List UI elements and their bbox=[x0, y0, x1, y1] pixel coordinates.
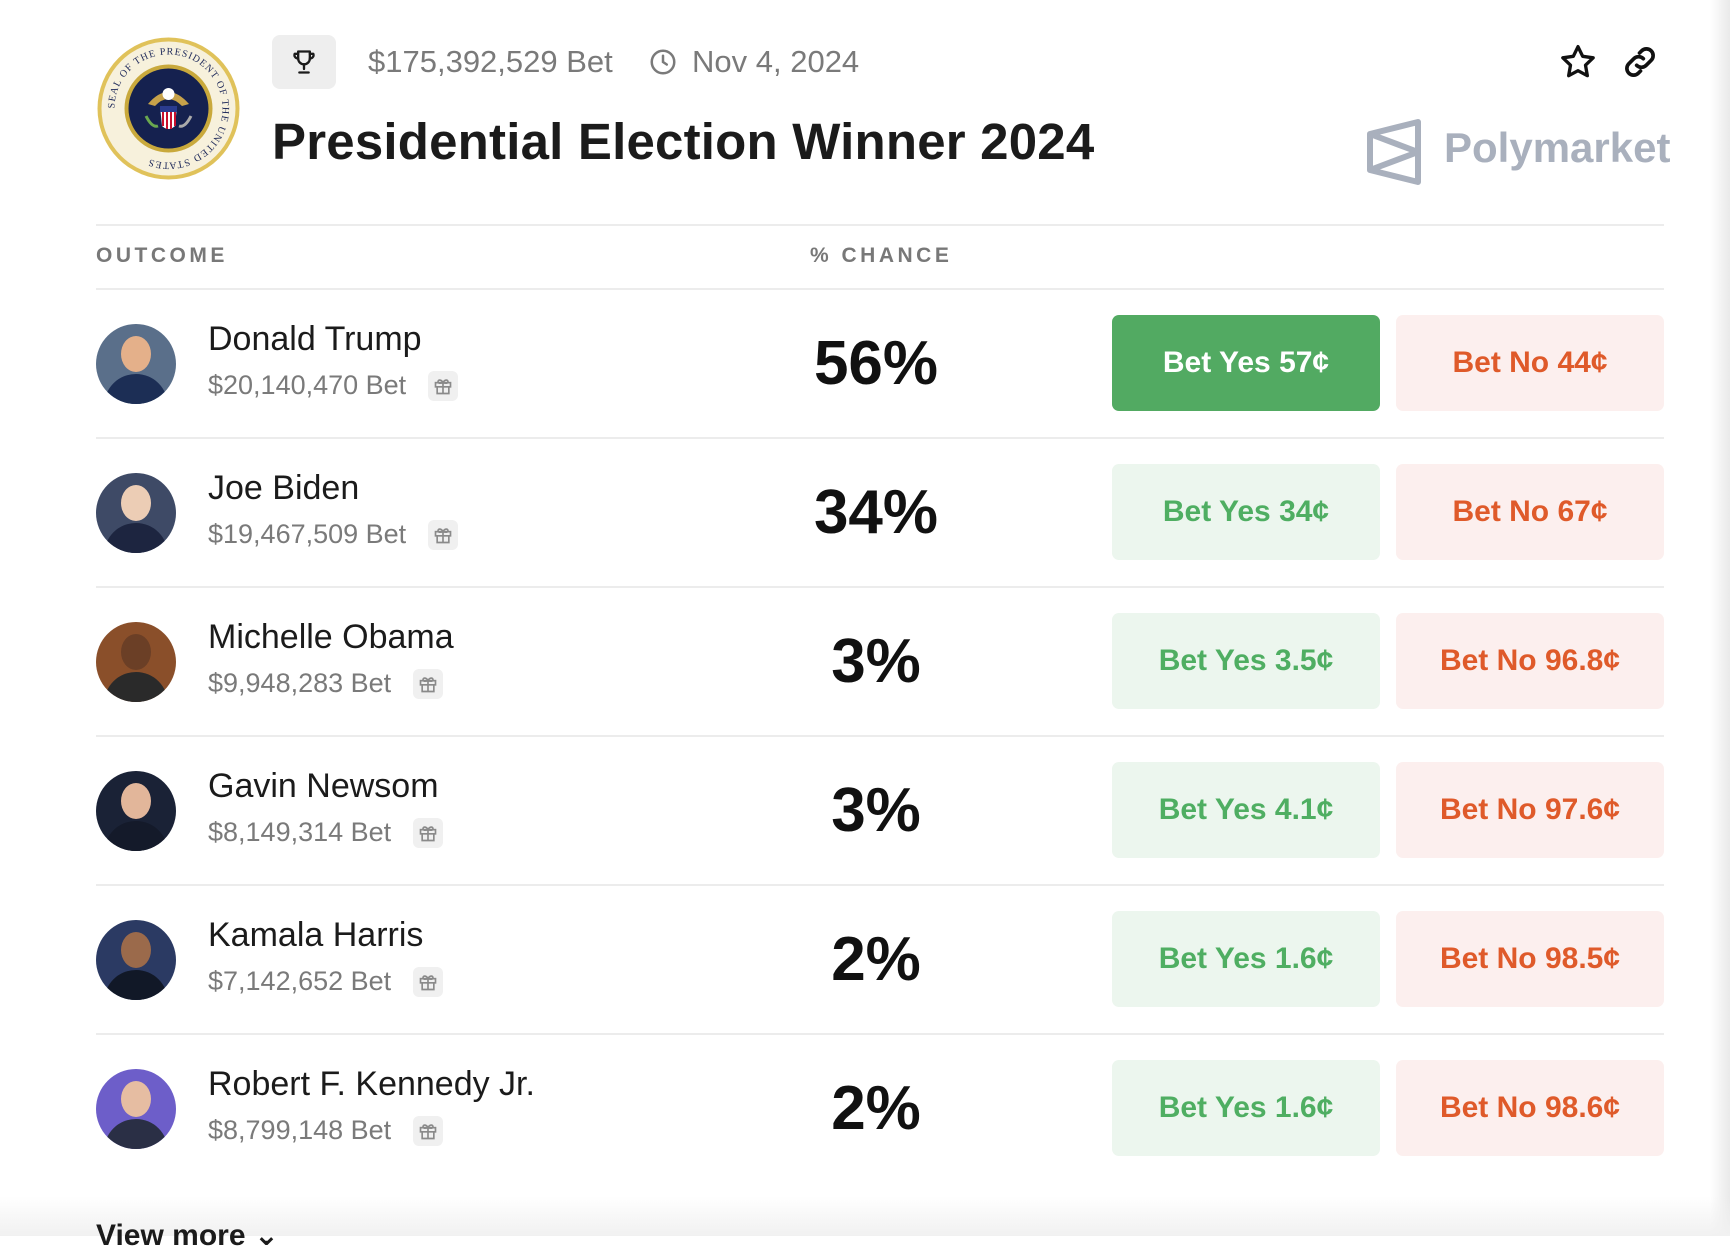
bet-yes-button[interactable]: Bet Yes 4.1¢ bbox=[1112, 762, 1380, 858]
bet-yes-button[interactable]: Bet Yes 1.6¢ bbox=[1112, 1060, 1380, 1156]
outcome-volume: $19,467,509 Bet bbox=[208, 519, 459, 550]
bet-yes-button[interactable]: Bet Yes 1.6¢ bbox=[1112, 911, 1380, 1007]
chance-value: 2% bbox=[831, 925, 921, 994]
gift-icon[interactable] bbox=[413, 817, 444, 848]
gift-icon[interactable] bbox=[428, 370, 459, 401]
page-edge-shadow bbox=[1710, 0, 1730, 1236]
chance-value: 3% bbox=[831, 627, 921, 696]
chance-value: 56% bbox=[813, 329, 939, 398]
table-row: Gavin Newsom $8,149,314 Bet 3% Bet Yes 4… bbox=[96, 737, 1664, 886]
outcome-name[interactable]: Donald Trump bbox=[208, 320, 422, 358]
bet-no-button[interactable]: Bet No 44¢ bbox=[1396, 315, 1664, 411]
gift-icon[interactable] bbox=[413, 668, 444, 699]
trophy-icon bbox=[293, 50, 315, 74]
bet-yes-button[interactable]: Bet Yes 3.5¢ bbox=[1112, 613, 1380, 709]
table-row: Donald Trump $20,140,470 Bet 56% Bet Yes… bbox=[96, 290, 1664, 439]
outcome-volume-text: $9,948,283 Bet bbox=[208, 668, 392, 698]
bet-no-button[interactable]: Bet No 98.5¢ bbox=[1396, 911, 1664, 1007]
gift-icon[interactable] bbox=[413, 966, 444, 997]
total-volume: $175,392,529 Bet bbox=[368, 44, 613, 79]
table-row: Michelle Obama $9,948,283 Bet 3% Bet Yes… bbox=[96, 588, 1664, 737]
bet-no-button[interactable]: Bet No 67¢ bbox=[1396, 464, 1664, 560]
outcome-volume-text: $8,149,314 Bet bbox=[208, 817, 392, 847]
bet-no-button[interactable]: Bet No 97.6¢ bbox=[1396, 762, 1664, 858]
page-title: Presidential Election Winner 2024 bbox=[272, 113, 1095, 170]
outcome-volume-text: $20,140,470 Bet bbox=[208, 370, 407, 400]
bet-yes-button[interactable]: Bet Yes 34¢ bbox=[1112, 464, 1380, 560]
chance-value: 3% bbox=[831, 776, 921, 845]
gift-icon[interactable] bbox=[413, 1115, 444, 1146]
polymarket-logo-icon bbox=[1367, 119, 1421, 185]
avatar bbox=[96, 1069, 176, 1149]
outcome-volume-text: $8,799,148 Bet bbox=[208, 1115, 392, 1145]
avatar bbox=[96, 771, 176, 851]
column-header-chance: % CHANCE bbox=[810, 244, 953, 267]
end-date: Nov 4, 2024 bbox=[648, 40, 859, 84]
bet-yes-button[interactable]: Bet Yes 57¢ bbox=[1112, 315, 1380, 411]
bet-no-button[interactable]: Bet No 96.8¢ bbox=[1396, 613, 1664, 709]
outcome-volume-text: $7,142,652 Bet bbox=[208, 966, 392, 996]
clock-icon bbox=[650, 49, 676, 75]
column-header-outcome: OUTCOME bbox=[96, 244, 228, 267]
outcome-volume: $7,142,652 Bet bbox=[208, 966, 444, 997]
chance-value: 34% bbox=[813, 478, 939, 547]
bottom-fade bbox=[0, 1196, 1730, 1236]
avatar bbox=[96, 473, 176, 553]
table-row: Kamala Harris $7,142,652 Bet 2% Bet Yes … bbox=[96, 886, 1664, 1035]
chance-value: 2% bbox=[831, 1074, 921, 1143]
outcome-volume: $8,799,148 Bet bbox=[208, 1115, 444, 1146]
brand-name: Polymarket bbox=[1444, 124, 1671, 171]
outcome-name[interactable]: Kamala Harris bbox=[208, 916, 424, 954]
table-row: Robert F. Kennedy Jr. $8,799,148 Bet 2% … bbox=[96, 1035, 1664, 1184]
table-row: Joe Biden $19,467,509 Bet 34% Bet Yes 34… bbox=[96, 439, 1664, 588]
outcome-volume-text: $19,467,509 Bet bbox=[208, 519, 407, 549]
header-divider bbox=[96, 224, 1664, 226]
avatar bbox=[96, 920, 176, 1000]
outcome-volume: $20,140,470 Bet bbox=[208, 370, 459, 401]
outcome-volume: $9,948,283 Bet bbox=[208, 668, 444, 699]
outcome-name[interactable]: Michelle Obama bbox=[208, 618, 454, 656]
bet-no-button[interactable]: Bet No 98.6¢ bbox=[1396, 1060, 1664, 1156]
outcome-volume: $8,149,314 Bet bbox=[208, 817, 444, 848]
outcome-name[interactable]: Gavin Newsom bbox=[208, 767, 439, 805]
outcome-name[interactable]: Robert F. Kennedy Jr. bbox=[208, 1065, 535, 1103]
avatar bbox=[96, 622, 176, 702]
outcome-name[interactable]: Joe Biden bbox=[208, 469, 360, 507]
presidential-seal-icon: SEAL OF THE PRESIDENT OF THE UNITED STAT… bbox=[97, 37, 240, 180]
trophy-badge bbox=[272, 35, 336, 89]
link-icon[interactable] bbox=[1620, 42, 1660, 82]
table-header-divider bbox=[96, 288, 1664, 290]
end-date-text: Nov 4, 2024 bbox=[692, 44, 860, 79]
star-icon[interactable] bbox=[1558, 42, 1598, 82]
gift-icon[interactable] bbox=[428, 519, 459, 550]
avatar bbox=[96, 324, 176, 404]
